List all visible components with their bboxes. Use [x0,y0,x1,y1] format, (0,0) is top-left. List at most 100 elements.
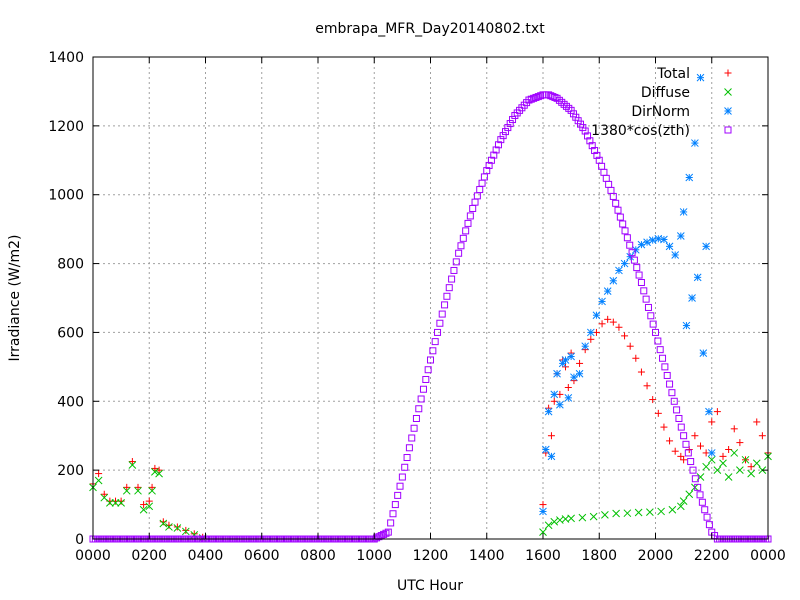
data-point [747,469,755,478]
data-point [401,463,409,471]
data-point [687,458,695,466]
data-point [666,380,674,388]
data-point [675,415,683,422]
data-point [586,137,594,145]
data-point [719,452,727,460]
data-point [603,287,612,295]
data-point [537,92,545,100]
legend-marker [724,107,732,115]
data-point [450,266,458,274]
data-point [607,186,615,194]
data-point [677,423,685,431]
data-point [134,486,142,495]
data-point [134,483,142,491]
data-point [660,423,668,431]
data-point [689,466,697,474]
data-point [555,96,563,104]
data-point [688,294,696,302]
data-point [644,303,652,311]
data-point [663,371,671,379]
y-axis: 0 200 400 600 800 1000 1200 1400 [48,50,768,548]
data-point [605,180,613,188]
data-point [181,527,190,536]
data-point [530,94,538,102]
data-point [589,512,598,521]
data-point [549,93,557,101]
data-point [391,501,399,509]
y-axis-label: Irradiance (W/m2) [7,235,23,362]
data-point [623,234,631,242]
data-point [609,192,617,200]
data-point [668,505,677,514]
data-point [473,192,481,200]
data-point [182,526,190,534]
data-point [464,219,472,227]
x-axis: 0000 0200 0400 0600 0800 1000 1200 1400 1600 1800… [75,57,786,564]
data-point [736,466,744,474]
data-point [438,310,446,318]
data-point [539,507,547,516]
data-point [666,437,674,445]
data-point [471,198,479,206]
data-point [614,206,622,214]
data-point [457,242,465,250]
data-point [652,328,659,336]
legend-marker [724,88,732,96]
data-point [145,502,154,511]
data-point [691,475,699,483]
data-point [684,449,692,457]
chart-title: embrapa_MFR_Day20140802.txt [315,21,545,37]
data-point [668,389,676,397]
data-point [576,359,584,367]
data-point [698,498,706,506]
data-point [632,354,640,362]
data-point [587,335,595,343]
data-point [697,442,704,450]
data-point [394,491,402,499]
data-point [117,497,125,505]
data-point [702,462,710,471]
data-point [581,127,589,135]
data-point [532,93,540,101]
data-point [730,449,739,457]
y-tick-label: 400 [57,394,84,410]
legend: Total Diffuse DirNorm 1380*cos(zth) [591,66,732,139]
data-point [643,382,651,390]
x-axis-label: UTC Hour [397,578,463,594]
data-point [95,470,103,478]
data-point [485,161,493,169]
data-point [670,397,678,405]
data-point [584,132,592,140]
data-point [445,284,453,292]
data-point [502,128,509,136]
data-point [654,409,662,417]
data-point [691,432,699,440]
data-point [680,432,688,440]
y-tick-label: 0 [75,532,84,548]
legend-label: DirNorm [631,104,690,120]
data-point [173,524,182,532]
data-point [469,204,477,212]
data-point [122,486,131,495]
data-point [173,523,181,531]
data-point [544,407,553,416]
data-point [506,120,514,128]
data-point [682,440,690,448]
data-point [621,227,629,235]
y-tick-label: 1200 [48,119,84,135]
data-point [598,320,606,328]
data-point [635,271,643,279]
data-point [671,251,680,259]
data-point [628,249,636,257]
data-point [492,146,500,154]
data-point [412,415,420,422]
data-point [504,124,512,132]
data-point [148,483,156,491]
data-point [373,534,381,542]
data-point [455,249,463,257]
y-tick-label: 1000 [48,188,84,204]
data-point [564,393,573,402]
data-point [642,295,650,303]
data-point [598,297,606,306]
